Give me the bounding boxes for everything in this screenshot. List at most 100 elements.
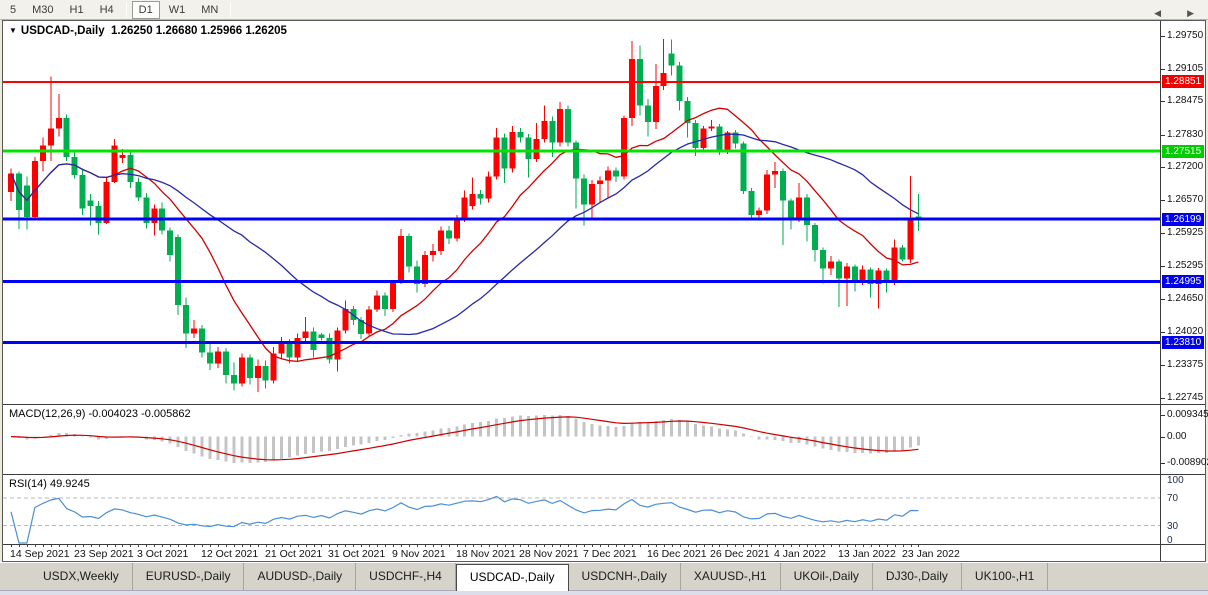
symbol-dropdown-icon[interactable]: ▼ xyxy=(9,26,17,35)
tab-usdcad[interactable]: USDCAD-,Daily xyxy=(455,564,569,591)
date-tick-mark xyxy=(178,544,180,547)
date-tick-mark xyxy=(520,544,522,547)
date-tick-mark xyxy=(265,544,267,547)
date-label: 13 Jan 2022 xyxy=(838,548,896,560)
tab-xauusd[interactable]: XAUUSD-,H1 xyxy=(681,563,781,590)
tab-scroll-left-icon[interactable]: ◀ xyxy=(1154,8,1162,18)
date-tick-mark xyxy=(42,544,44,547)
timeframe-toolbar: 5 M30 H1 H4 D1 W1 MN xyxy=(0,0,1208,20)
date-tick-mark xyxy=(695,544,697,547)
date-tick-mark xyxy=(98,544,100,547)
price-axis[interactable]: 1.29750 1.29105 1.28475 1.27830 1.27200 1.265… xyxy=(1160,21,1208,561)
date-label: 28 Nov 2021 xyxy=(519,548,579,560)
date-tick-mark xyxy=(305,544,307,547)
date-tick-mark xyxy=(679,544,681,547)
date-tick-mark xyxy=(703,544,705,547)
date-tick-mark xyxy=(783,544,785,547)
price-tick-label: 1.27830 xyxy=(1167,129,1204,140)
tab-usdcnh[interactable]: USDCNH-,Daily xyxy=(569,563,681,590)
date-tick-mark xyxy=(186,544,188,547)
tab-ukoil[interactable]: UKOil-,Daily xyxy=(781,563,873,590)
date-label: 21 Oct 2021 xyxy=(265,548,323,560)
date-tick-mark xyxy=(130,544,132,547)
date-label: 9 Nov 2021 xyxy=(392,548,446,560)
panel-divider[interactable] xyxy=(3,404,1205,405)
date-tick-mark xyxy=(329,544,331,547)
date-tick-mark xyxy=(424,544,426,547)
date-label: 23 Sep 2021 xyxy=(74,548,134,560)
timeframe-button-d1[interactable]: D1 xyxy=(131,0,160,19)
date-tick-mark xyxy=(671,544,673,547)
date-tick-mark xyxy=(775,544,777,547)
date-label: 7 Dec 2021 xyxy=(583,548,637,560)
date-tick-mark xyxy=(138,544,140,547)
date-tick-mark xyxy=(321,544,323,547)
date-tick-mark xyxy=(623,544,625,547)
status-strip xyxy=(0,590,1208,595)
timeframe-button-5[interactable]: 5 xyxy=(10,3,17,16)
date-tick-mark xyxy=(854,544,856,547)
tab-uk100[interactable]: UK100-,H1 xyxy=(962,563,1049,590)
macd-indicator-chart[interactable] xyxy=(3,404,1161,474)
hline-price-label: 1.24995 xyxy=(1162,275,1204,288)
date-tick-mark xyxy=(194,544,196,547)
date-label: 31 Oct 2021 xyxy=(328,548,386,560)
tab-scroll-right-icon[interactable]: ▶ xyxy=(1187,8,1194,18)
timeframe-button-mn[interactable]: MN xyxy=(201,3,219,16)
tab-eurusd[interactable]: EURUSD-,Daily xyxy=(133,563,245,590)
timeframe-button-h4[interactable]: H4 xyxy=(99,3,114,16)
date-tick-mark xyxy=(878,544,880,547)
date-tick-mark xyxy=(154,544,156,547)
date-tick-mark xyxy=(11,544,12,547)
date-tick-mark xyxy=(631,544,633,547)
date-tick-mark xyxy=(512,544,514,547)
macd-values: -0.004023 -0.005862 xyxy=(88,408,191,420)
toolbar-separator xyxy=(230,2,232,17)
price-tick-mark xyxy=(1161,135,1165,136)
tab-audusd[interactable]: AUDUSD-,Daily xyxy=(244,563,357,590)
rsi-level-label: 70 xyxy=(1167,493,1179,504)
timeframe-button-m30[interactable]: M30 xyxy=(32,3,54,16)
macd-tick-label: 0.009345 xyxy=(1167,409,1208,420)
date-tick-mark xyxy=(377,544,379,547)
date-tick-mark xyxy=(241,544,243,547)
date-axis[interactable]: 14 Sep 2021 23 Sep 2021 3 Oct 2021 12 Oct 2… xyxy=(3,544,1161,561)
date-tick-mark xyxy=(886,544,888,547)
date-tick-mark xyxy=(122,544,124,547)
rsi-level-label: 0 xyxy=(1167,535,1173,546)
main-price-chart[interactable] xyxy=(3,21,1161,404)
date-tick-mark xyxy=(894,544,896,547)
date-label: 3 Oct 2021 xyxy=(137,548,189,560)
macd-tick-label: 0.00 xyxy=(1167,431,1187,442)
date-tick-mark xyxy=(90,544,92,547)
price-tick-mark xyxy=(1161,365,1165,366)
date-tick-mark xyxy=(480,544,482,547)
date-tick-mark xyxy=(337,544,339,547)
price-tick-mark xyxy=(1161,266,1165,267)
date-tick-mark xyxy=(409,544,410,547)
timeframe-button-w1[interactable]: W1 xyxy=(168,3,186,16)
date-tick-mark xyxy=(106,544,108,547)
date-tick-mark xyxy=(727,544,729,547)
date-label: 4 Jan 2022 xyxy=(774,548,826,560)
macd-tick-mark xyxy=(1161,415,1165,416)
tab-usdx[interactable]: USDX,Weekly xyxy=(30,563,133,590)
chart-window[interactable]: ▼ USDCAD-,Daily 1.26250 1.26680 1.25966 1… xyxy=(2,20,1208,562)
date-label: 23 Jan 2022 xyxy=(902,548,960,560)
date-tick-mark xyxy=(50,544,52,547)
date-tick-mark xyxy=(249,544,251,547)
date-tick-mark xyxy=(448,544,450,547)
date-tick-mark xyxy=(440,544,442,547)
timeframe-button-h1[interactable]: H1 xyxy=(69,3,84,16)
panel-divider[interactable] xyxy=(3,474,1205,475)
date-tick-mark xyxy=(417,544,418,547)
tab-dj30[interactable]: DJ30-,Daily xyxy=(873,563,962,590)
date-tick-mark xyxy=(576,544,578,547)
date-tick-mark xyxy=(807,544,808,547)
date-tick-mark xyxy=(504,544,506,547)
date-tick-mark xyxy=(528,544,530,547)
rsi-indicator-chart[interactable] xyxy=(3,474,1161,544)
rsi-label: RSI(14) 49.9245 xyxy=(9,478,90,490)
tab-usdchf[interactable]: USDCHF-,H4 xyxy=(356,563,456,590)
date-tick-mark xyxy=(26,544,28,547)
